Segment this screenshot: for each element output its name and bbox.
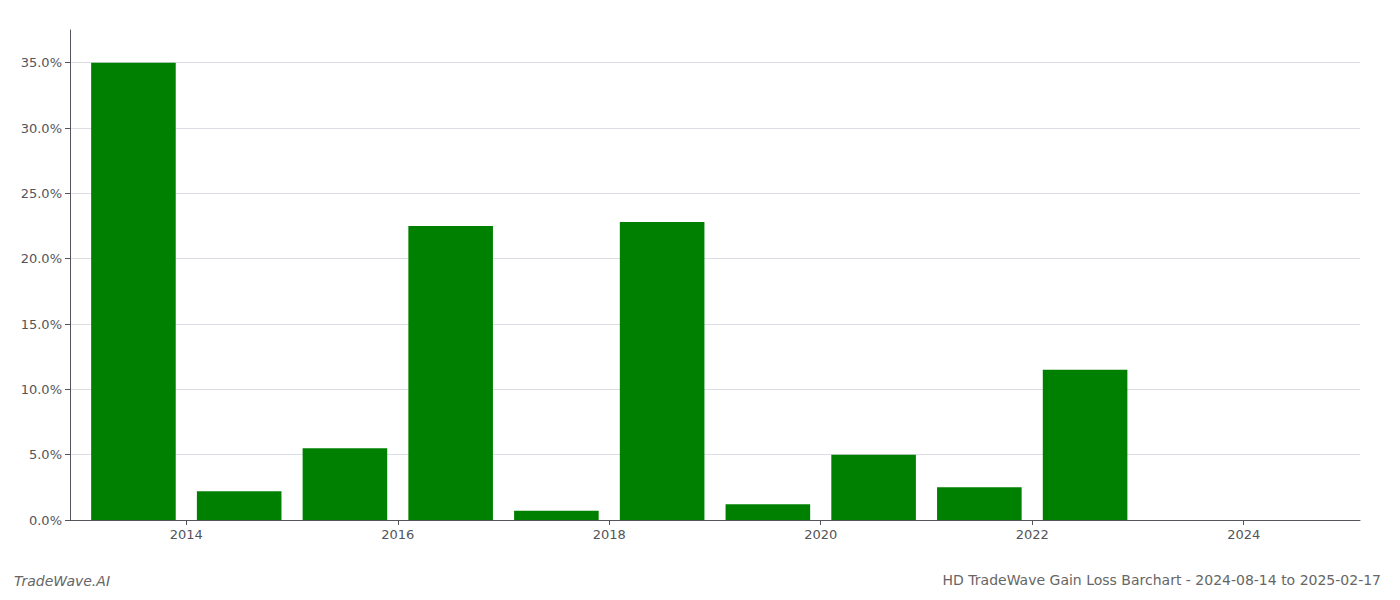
svg-text:2024: 2024 (1227, 527, 1260, 542)
svg-text:TradeWave.AI: TradeWave.AI (14, 573, 110, 589)
svg-text:35.0%: 35.0% (21, 55, 62, 70)
svg-text:20.0%: 20.0% (21, 251, 62, 266)
svg-text:0.0%: 0.0% (29, 513, 62, 528)
svg-text:2018: 2018 (593, 527, 626, 542)
svg-text:15.0%: 15.0% (21, 317, 62, 332)
svg-text:2014: 2014 (170, 527, 203, 542)
svg-text:25.0%: 25.0% (21, 186, 62, 201)
svg-text:2020: 2020 (804, 527, 837, 542)
svg-text:2022: 2022 (1016, 527, 1049, 542)
svg-text:30.0%: 30.0% (21, 121, 62, 136)
svg-text:2016: 2016 (381, 527, 414, 542)
svg-text:5.0%: 5.0% (29, 447, 62, 462)
svg-text:HD TradeWave Gain Loss Barchar: HD TradeWave Gain Loss Barchart - 2024-0… (943, 572, 1381, 588)
svg-text:10.0%: 10.0% (21, 382, 62, 397)
